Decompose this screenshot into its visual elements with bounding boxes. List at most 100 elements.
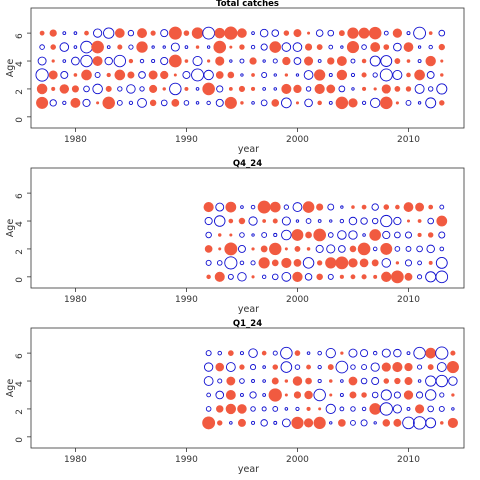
- positive-residual-bubble: [392, 362, 403, 373]
- x-tick-label: 1980: [64, 455, 87, 465]
- negative-residual-bubble: [362, 233, 366, 237]
- positive-residual-bubble: [269, 41, 282, 53]
- negative-residual-bubble: [417, 379, 422, 383]
- negative-residual-bubble: [205, 350, 212, 357]
- negative-residual-bubble: [425, 417, 437, 429]
- positive-residual-bubble: [228, 87, 233, 91]
- positive-residual-bubble: [415, 404, 425, 414]
- negative-residual-bubble: [405, 99, 412, 106]
- positive-residual-bubble: [237, 404, 247, 414]
- negative-residual-bubble: [94, 72, 101, 78]
- positive-residual-bubble: [383, 378, 390, 384]
- negative-residual-bubble: [361, 44, 367, 50]
- positive-residual-bubble: [50, 44, 56, 50]
- negative-residual-bubble: [104, 56, 113, 66]
- positive-residual-bubble: [293, 29, 302, 38]
- positive-residual-bubble: [183, 30, 190, 36]
- positive-residual-bubble: [202, 416, 216, 430]
- negative-residual-bubble: [372, 350, 378, 356]
- positive-residual-bubble: [262, 219, 267, 223]
- negative-residual-bubble: [261, 71, 268, 78]
- negative-residual-bubble: [337, 230, 347, 240]
- y-tick-label: 6: [15, 193, 25, 199]
- negative-residual-bubble: [339, 218, 345, 224]
- negative-residual-bubble: [405, 246, 412, 252]
- negative-residual-bubble: [249, 391, 257, 399]
- plot-frame: [30, 327, 465, 449]
- negative-residual-bubble: [351, 87, 355, 91]
- negative-residual-bubble: [304, 98, 313, 108]
- positive-residual-bubble: [436, 215, 448, 227]
- positive-residual-bubble: [438, 43, 445, 51]
- positive-residual-bubble: [446, 361, 459, 374]
- negative-residual-bubble: [160, 99, 168, 107]
- negative-residual-bubble: [325, 403, 336, 415]
- negative-residual-bubble: [39, 44, 45, 50]
- negative-residual-bubble: [426, 244, 435, 254]
- positive-residual-bubble: [251, 73, 255, 77]
- negative-residual-bubble: [280, 361, 293, 373]
- negative-residual-bubble: [203, 69, 214, 81]
- negative-residual-bubble: [371, 217, 379, 225]
- chart-title: Total catches: [216, 0, 279, 9]
- positive-residual-bubble: [318, 407, 322, 411]
- positive-residual-bubble: [191, 27, 204, 39]
- positive-residual-bubble: [115, 28, 125, 38]
- positive-residual-bubble: [427, 364, 434, 370]
- positive-residual-bubble: [84, 30, 89, 36]
- x-axis-label: year: [238, 144, 259, 155]
- positive-residual-bubble: [225, 201, 237, 213]
- negative-residual-bubble: [404, 231, 412, 239]
- positive-residual-bubble: [392, 28, 403, 38]
- positive-residual-bubble: [326, 84, 336, 94]
- positive-residual-bubble: [325, 257, 337, 269]
- negative-residual-bubble: [439, 392, 445, 398]
- plot-frame: [30, 167, 465, 289]
- negative-residual-bubble: [204, 362, 214, 372]
- positive-residual-bubble: [218, 247, 222, 251]
- positive-residual-bubble: [227, 71, 235, 79]
- positive-residual-bubble: [96, 101, 100, 105]
- positive-residual-bubble: [283, 30, 290, 36]
- positive-residual-bubble: [305, 231, 312, 239]
- negative-residual-bubble: [127, 29, 135, 37]
- negative-residual-bubble: [281, 97, 292, 109]
- positive-residual-bubble: [403, 42, 414, 52]
- negative-residual-bubble: [305, 86, 312, 92]
- negative-residual-bubble: [259, 28, 269, 38]
- negative-residual-bubble: [215, 390, 225, 400]
- negative-residual-bubble: [73, 45, 78, 49]
- positive-residual-bubble: [114, 69, 126, 81]
- positive-residual-bubble: [450, 350, 456, 356]
- positive-residual-bubble: [316, 273, 323, 281]
- positive-residual-bubble: [218, 233, 222, 237]
- negative-residual-bubble: [151, 58, 156, 64]
- positive-residual-bubble: [70, 97, 81, 108]
- negative-residual-bubble: [139, 86, 145, 92]
- positive-residual-bubble: [51, 59, 55, 63]
- x-tick-label: 2010: [397, 295, 420, 305]
- positive-residual-bubble: [281, 257, 292, 268]
- negative-residual-bubble: [425, 375, 437, 387]
- positive-residual-bubble: [362, 86, 367, 91]
- negative-residual-bubble: [439, 246, 445, 252]
- y-tick-label: 6: [15, 353, 25, 359]
- positive-residual-bubble: [439, 100, 445, 106]
- negative-residual-bubble: [262, 379, 266, 383]
- negative-residual-bubble: [329, 219, 333, 223]
- negative-residual-bubble: [394, 231, 401, 239]
- positive-residual-bubble: [293, 259, 302, 267]
- negative-residual-bubble: [425, 389, 437, 401]
- negative-residual-bubble: [427, 405, 435, 413]
- x-tick-label: 1990: [175, 295, 198, 305]
- positive-residual-bubble: [306, 247, 311, 251]
- negative-residual-bubble: [73, 31, 78, 35]
- positive-residual-bubble: [206, 274, 211, 280]
- negative-residual-bubble: [380, 55, 393, 67]
- positive-residual-bubble: [215, 56, 225, 66]
- negative-residual-bubble: [250, 406, 256, 412]
- negative-residual-bubble: [383, 30, 389, 36]
- positive-residual-bubble: [370, 42, 381, 53]
- negative-residual-bubble: [392, 404, 402, 414]
